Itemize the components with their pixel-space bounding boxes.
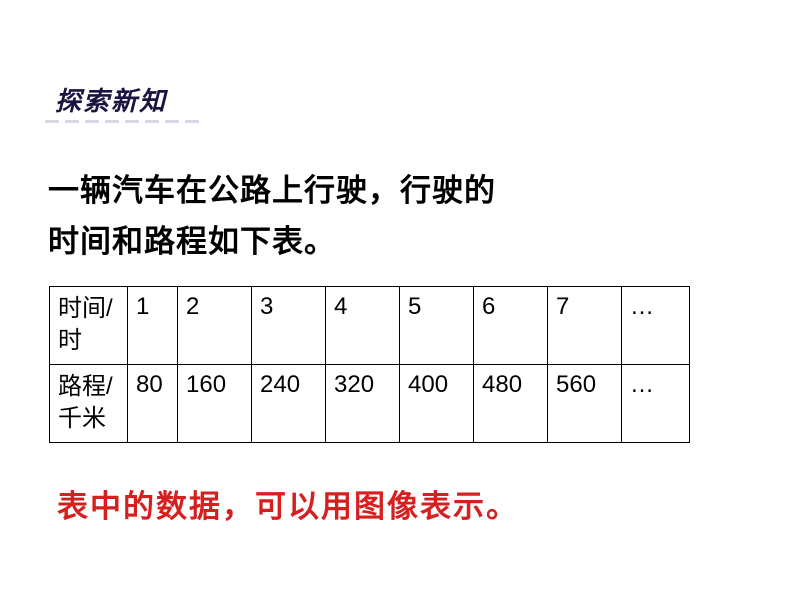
table-cell: 240: [252, 364, 326, 442]
data-table: 时间/ 时 1 2 3 4 5 6 7 … 路程/ 千米 80 160 240 …: [49, 286, 690, 443]
table-cell: 6: [474, 287, 548, 365]
table-cell: …: [622, 287, 690, 365]
table-cell: 560: [548, 364, 622, 442]
problem-line-1: 一辆汽车在公路上行驶，行驶的: [48, 165, 496, 216]
section-header-text: 探索新知: [55, 87, 167, 116]
table-cell: 4: [326, 287, 400, 365]
row-header-time: 时间/ 时: [50, 287, 128, 365]
table-cell: 160: [178, 364, 252, 442]
problem-line-2: 时间和路程如下表。: [48, 216, 496, 267]
table-cell: 3: [252, 287, 326, 365]
table-cell: …: [622, 364, 690, 442]
table-cell: 1: [128, 287, 178, 365]
problem-statement: 一辆汽车在公路上行驶，行驶的 时间和路程如下表。: [48, 165, 496, 267]
row-header-distance: 路程/ 千米: [50, 364, 128, 442]
conclusion-text: 表中的数据，可以用图像表示。: [57, 481, 519, 526]
table-row: 时间/ 时 1 2 3 4 5 6 7 …: [50, 287, 690, 365]
table-cell: 320: [326, 364, 400, 442]
table-cell: 480: [474, 364, 548, 442]
table-cell: 80: [128, 364, 178, 442]
table-cell: 7: [548, 287, 622, 365]
header-underline: [45, 120, 205, 126]
table-cell: 2: [178, 287, 252, 365]
table-row: 路程/ 千米 80 160 240 320 400 480 560 …: [50, 364, 690, 442]
table-cell: 5: [400, 287, 474, 365]
table-cell: 400: [400, 364, 474, 442]
